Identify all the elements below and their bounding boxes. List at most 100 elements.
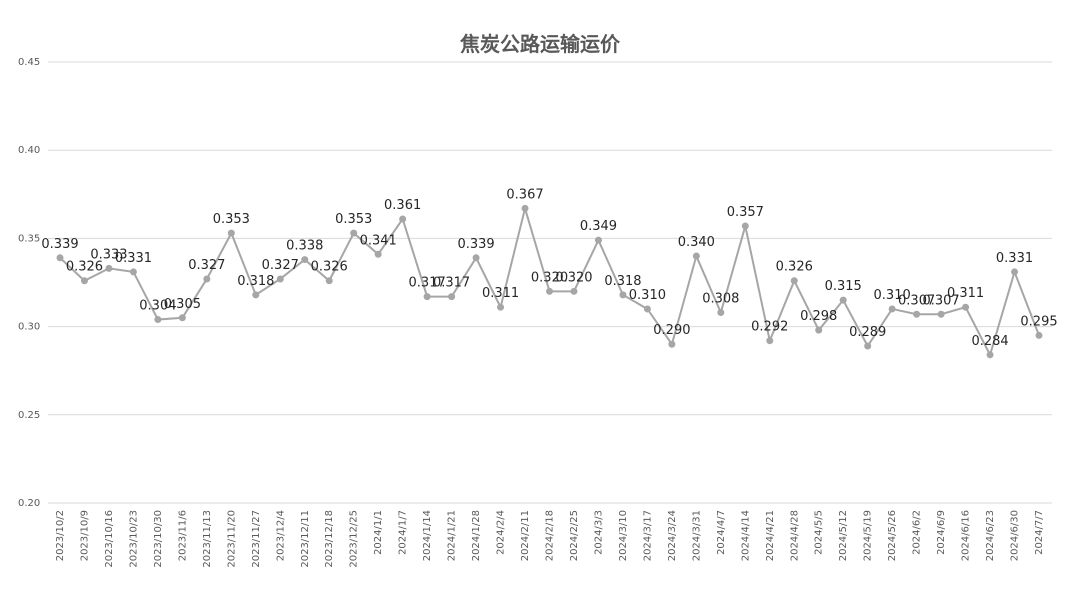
x-tick-label: 2024/1/1 [373, 510, 384, 555]
data-label: 0.331 [115, 251, 152, 266]
data-point [301, 256, 309, 264]
x-tick-label: 2024/3/24 [667, 510, 678, 561]
x-tick-label: 2024/5/26 [887, 510, 898, 561]
data-point [521, 204, 529, 212]
data-point [937, 310, 945, 318]
y-tick-label: 0.25 [18, 410, 40, 421]
data-label: 0.318 [237, 274, 274, 289]
data-point [790, 277, 798, 285]
data-point [423, 293, 431, 301]
data-point [374, 250, 382, 258]
data-point [913, 310, 921, 318]
data-label: 0.284 [971, 334, 1008, 349]
data-label: 0.304 [139, 299, 176, 314]
data-label: 0.327 [262, 258, 299, 273]
x-tick-label: 2024/3/31 [691, 510, 702, 561]
x-tick-label: 2024/2/25 [569, 510, 580, 561]
x-tick-label: 2024/6/30 [1010, 510, 1021, 561]
x-tick-label: 2024/4/21 [765, 510, 776, 561]
x-tick-label: 2024/6/9 [936, 510, 947, 555]
data-point [325, 277, 333, 285]
data-label: 0.339 [457, 237, 494, 252]
x-tick-label: 2023/11/20 [226, 510, 237, 568]
y-tick-label: 0.45 [18, 57, 40, 68]
data-label: 0.353 [335, 212, 372, 227]
x-tick-label: 2023/12/18 [324, 510, 335, 568]
x-tick-label: 2023/12/11 [300, 510, 311, 568]
data-label: 0.315 [825, 279, 862, 294]
data-point [252, 291, 260, 299]
data-point [839, 296, 847, 304]
data-point [497, 303, 505, 311]
data-point [129, 268, 137, 276]
data-label: 0.305 [164, 297, 201, 312]
data-label: 0.326 [776, 260, 813, 275]
data-label: 0.340 [678, 235, 715, 250]
data-label: 0.333 [90, 247, 127, 262]
x-tick-label: 2023/12/25 [349, 510, 360, 568]
data-point [80, 277, 88, 285]
data-label: 0.317 [409, 276, 446, 291]
data-point [1011, 268, 1019, 276]
x-tick-label: 2024/5/19 [863, 510, 874, 561]
x-tick-label: 2024/6/23 [985, 510, 996, 561]
x-tick-label: 2024/4/7 [716, 510, 727, 555]
data-point [692, 252, 700, 260]
data-label: 0.307 [922, 293, 959, 308]
data-point [1035, 331, 1043, 339]
x-tick-label: 2023/10/9 [79, 510, 90, 561]
x-tick-label: 2024/6/2 [912, 510, 923, 555]
x-tick-label: 2024/4/14 [740, 510, 751, 561]
data-label: 0.311 [482, 286, 519, 301]
x-tick-label: 2024/1/14 [422, 510, 433, 561]
data-point [643, 305, 651, 313]
x-tick-label: 2024/1/28 [471, 510, 482, 561]
data-point [741, 222, 749, 230]
data-label: 0.353 [213, 212, 250, 227]
data-label: 0.341 [360, 233, 397, 248]
data-label: 0.292 [751, 320, 788, 335]
x-tick-label: 2024/1/21 [447, 510, 458, 561]
data-point [864, 342, 872, 350]
data-point [717, 308, 725, 316]
data-point [56, 254, 64, 262]
data-label: 0.290 [653, 323, 690, 338]
x-tick-label: 2023/11/6 [177, 510, 188, 561]
x-tick-label: 2024/6/16 [961, 510, 972, 561]
data-label: 0.361 [384, 198, 421, 213]
data-point [154, 316, 162, 324]
x-tick-label: 2023/11/13 [202, 510, 213, 568]
data-label: 0.317 [433, 276, 470, 291]
data-point [962, 303, 970, 311]
data-point [570, 287, 578, 295]
data-label: 0.295 [1020, 314, 1057, 329]
data-point [227, 229, 235, 237]
data-point [668, 340, 676, 348]
data-point [276, 275, 284, 283]
x-tick-label: 2024/7/7 [1034, 510, 1045, 555]
data-label: 0.289 [849, 325, 886, 340]
data-point [888, 305, 896, 313]
x-tick-label: 2024/3/17 [642, 510, 653, 561]
x-tick-label: 2024/2/4 [496, 510, 507, 555]
chart-title: 焦炭公路运输运价 [460, 32, 620, 56]
data-point [472, 254, 480, 262]
x-tick-label: 2023/10/16 [104, 510, 115, 568]
data-label: 0.307 [898, 293, 935, 308]
data-label: 0.326 [66, 260, 103, 275]
y-tick-label: 0.35 [18, 233, 40, 244]
data-label: 0.331 [996, 251, 1033, 266]
data-label: 0.308 [702, 291, 739, 306]
y-tick-label: 0.30 [18, 322, 40, 333]
data-label: 0.298 [800, 309, 837, 324]
x-tick-label: 2024/5/5 [814, 510, 825, 555]
y-tick-label: 0.20 [18, 498, 40, 509]
x-tick-label: 2023/10/2 [55, 510, 66, 561]
x-tick-label: 2024/4/28 [789, 510, 800, 561]
data-point [399, 215, 407, 223]
data-point [766, 337, 774, 345]
data-point [594, 236, 602, 244]
x-tick-label: 2024/2/18 [545, 510, 556, 561]
data-point [986, 351, 994, 359]
data-label: 0.320 [531, 270, 568, 285]
